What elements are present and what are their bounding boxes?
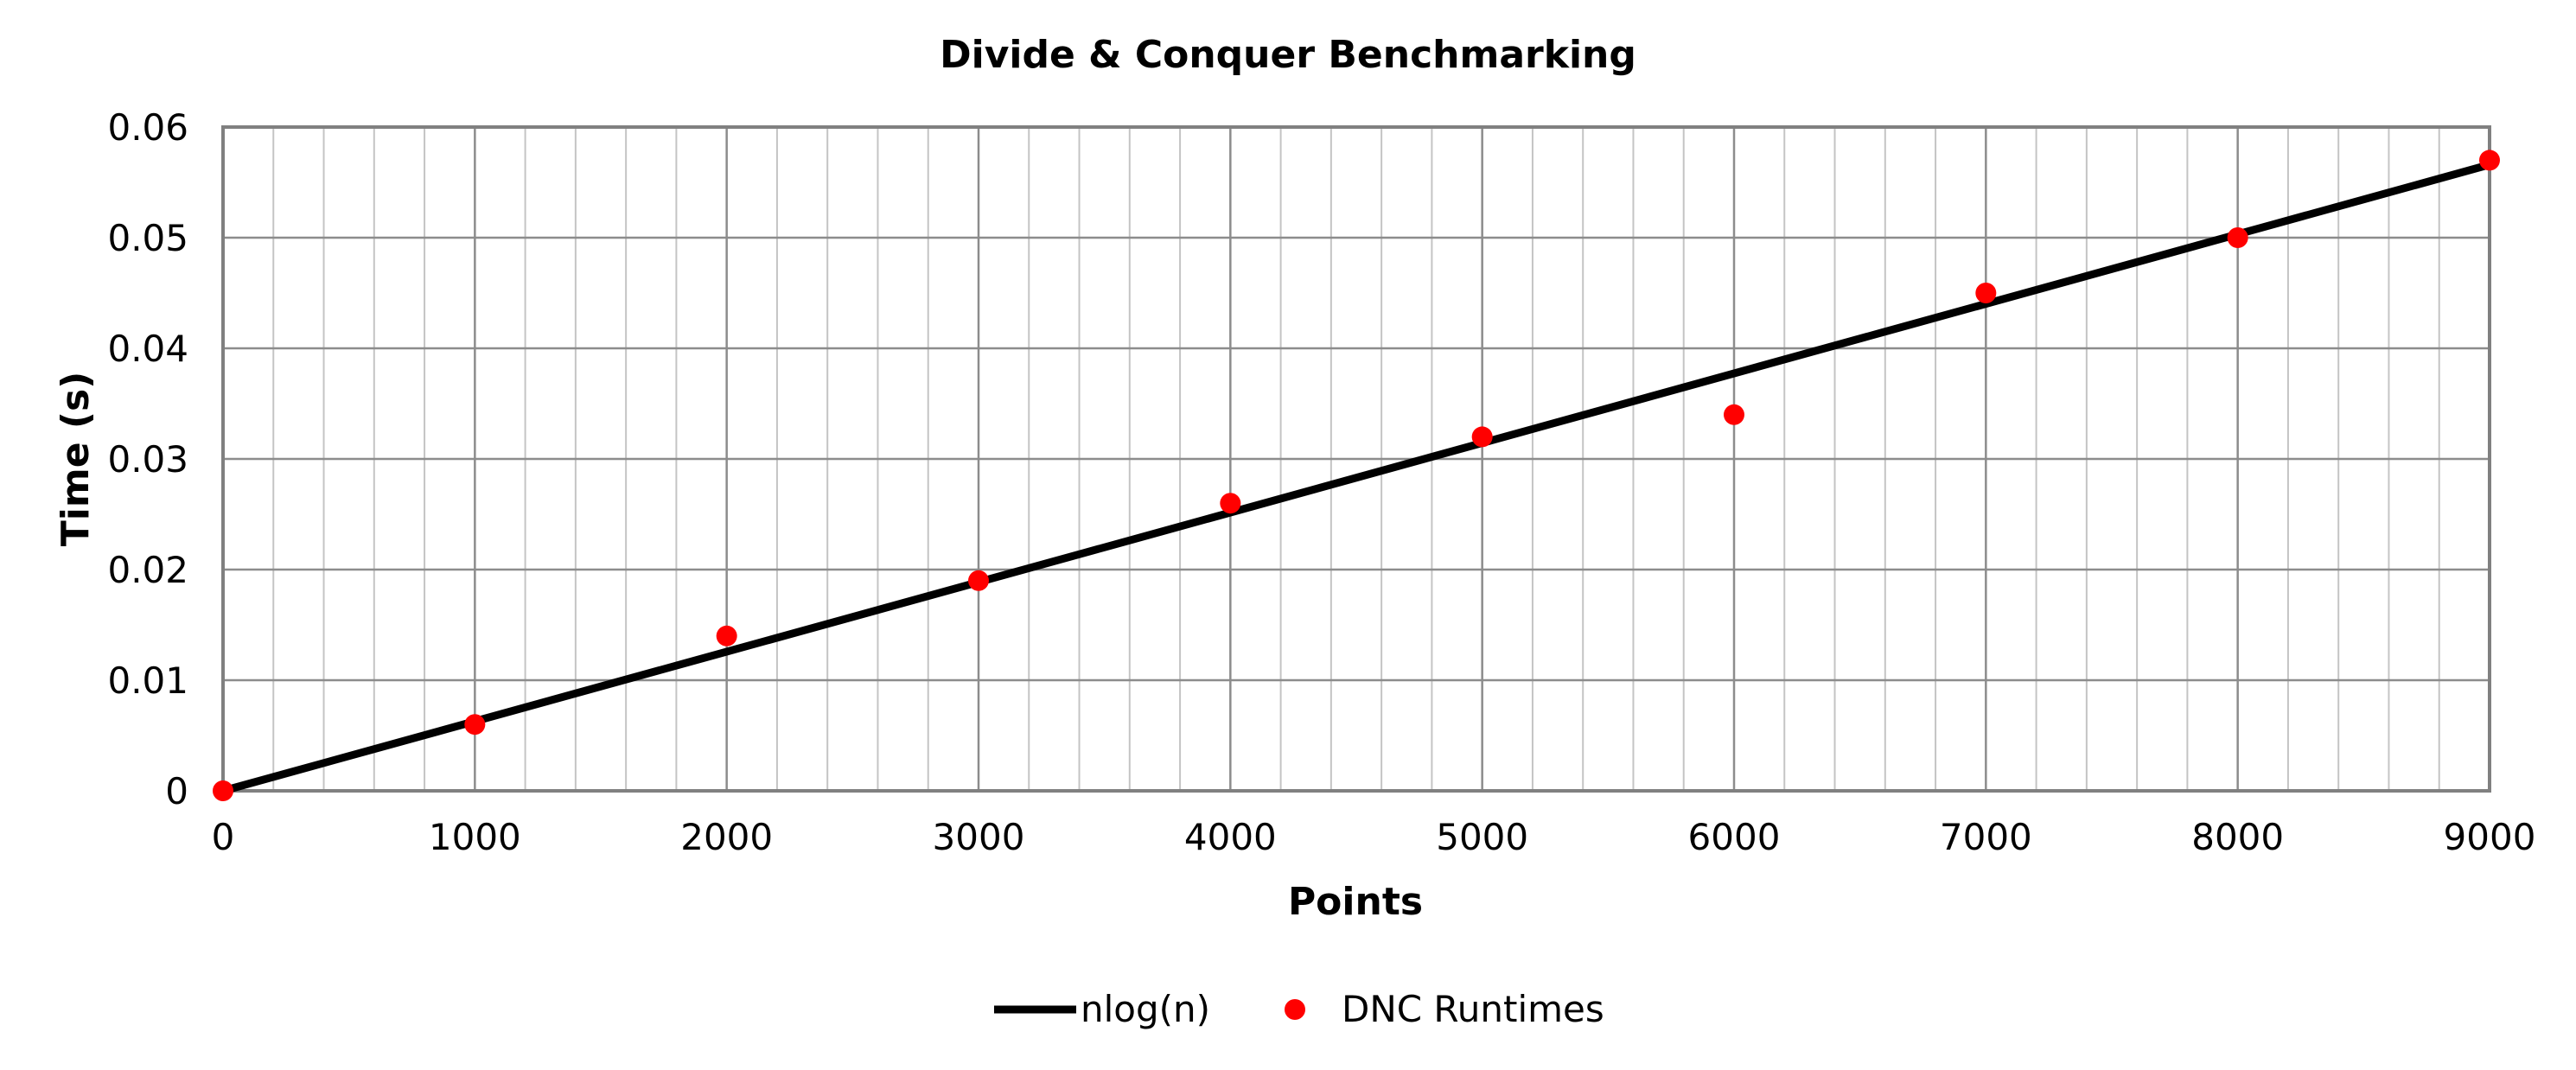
legend-label-dnc-runtimes: DNC Runtimes: [1342, 988, 1604, 1030]
y-tick-label: 0.03: [107, 438, 188, 481]
chart-title: Divide & Conquer Benchmarking: [940, 33, 1636, 77]
x-tick-label: 0: [212, 816, 235, 858]
legend-label-nlogn: nlog(n): [1081, 988, 1210, 1030]
series-line-nlogn: [219, 161, 2494, 795]
y-tick-label: 0.01: [107, 659, 188, 702]
x-tick-label: 9000: [2444, 816, 2536, 858]
x-axis-ticks: 0 1000 2000 3000 4000 5000 6000 7000 8000 9000: [212, 816, 2536, 858]
data-point-dnc-runtime: [2479, 150, 2500, 171]
y-tick-label: 0: [165, 770, 188, 812]
series-layer: [213, 150, 2500, 801]
x-tick-label: 1000: [429, 816, 521, 858]
data-point-dnc-runtime: [716, 625, 737, 646]
x-tick-label: 4000: [1184, 816, 1277, 858]
y-tick-label: 0.06: [107, 106, 188, 149]
y-tick-label: 0.04: [107, 328, 188, 370]
data-point-dnc-runtime: [1975, 283, 1997, 303]
data-point-dnc-runtime: [213, 780, 233, 801]
y-tick-label: 0.05: [107, 217, 188, 259]
data-point-dnc-runtime: [1471, 426, 1493, 448]
y-axis-label: Time (s): [54, 372, 98, 547]
x-tick-label: 8000: [2191, 816, 2284, 858]
x-tick-label: 2000: [680, 816, 773, 858]
data-point-dnc-runtime: [1724, 404, 1744, 425]
legend-marker-swatch: [1285, 999, 1305, 1020]
x-tick-label: 5000: [1436, 816, 1528, 858]
x-axis-label: Points: [1288, 880, 1423, 924]
data-point-dnc-runtime: [2227, 227, 2248, 248]
legend: nlog(n) DNC Runtimes: [994, 988, 1604, 1030]
x-tick-label: 6000: [1688, 816, 1781, 858]
data-point-dnc-runtime: [464, 714, 486, 736]
data-point-dnc-runtime: [1220, 493, 1241, 514]
data-point-dnc-runtime: [968, 570, 989, 591]
grid: [221, 125, 2491, 793]
x-tick-label: 3000: [933, 816, 1025, 858]
y-axis-ticks: 0 0.01 0.02 0.03 0.04 0.05 0.06: [107, 106, 188, 812]
x-tick-label: 7000: [1940, 816, 2032, 858]
plot-area-border: [221, 125, 2491, 793]
y-tick-label: 0.02: [107, 549, 188, 591]
